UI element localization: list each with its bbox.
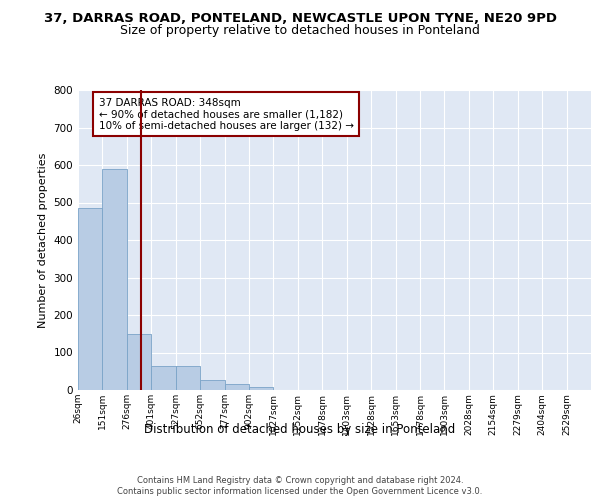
Text: Size of property relative to detached houses in Ponteland: Size of property relative to detached ho… xyxy=(120,24,480,37)
Text: Contains HM Land Registry data © Crown copyright and database right 2024.: Contains HM Land Registry data © Crown c… xyxy=(137,476,463,485)
Y-axis label: Number of detached properties: Number of detached properties xyxy=(38,152,48,328)
Bar xyxy=(78,208,103,390)
Bar xyxy=(200,380,224,390)
Bar xyxy=(176,366,200,390)
Bar xyxy=(249,387,274,390)
Text: Contains public sector information licensed under the Open Government Licence v3: Contains public sector information licen… xyxy=(118,488,482,496)
Bar xyxy=(224,384,249,390)
Text: 37 DARRAS ROAD: 348sqm
← 90% of detached houses are smaller (1,182)
10% of semi-: 37 DARRAS ROAD: 348sqm ← 90% of detached… xyxy=(98,98,353,130)
Text: Distribution of detached houses by size in Ponteland: Distribution of detached houses by size … xyxy=(145,422,455,436)
Text: 37, DARRAS ROAD, PONTELAND, NEWCASTLE UPON TYNE, NE20 9PD: 37, DARRAS ROAD, PONTELAND, NEWCASTLE UP… xyxy=(44,12,557,26)
Bar xyxy=(103,169,127,390)
Bar xyxy=(151,366,176,390)
Bar xyxy=(127,334,151,390)
